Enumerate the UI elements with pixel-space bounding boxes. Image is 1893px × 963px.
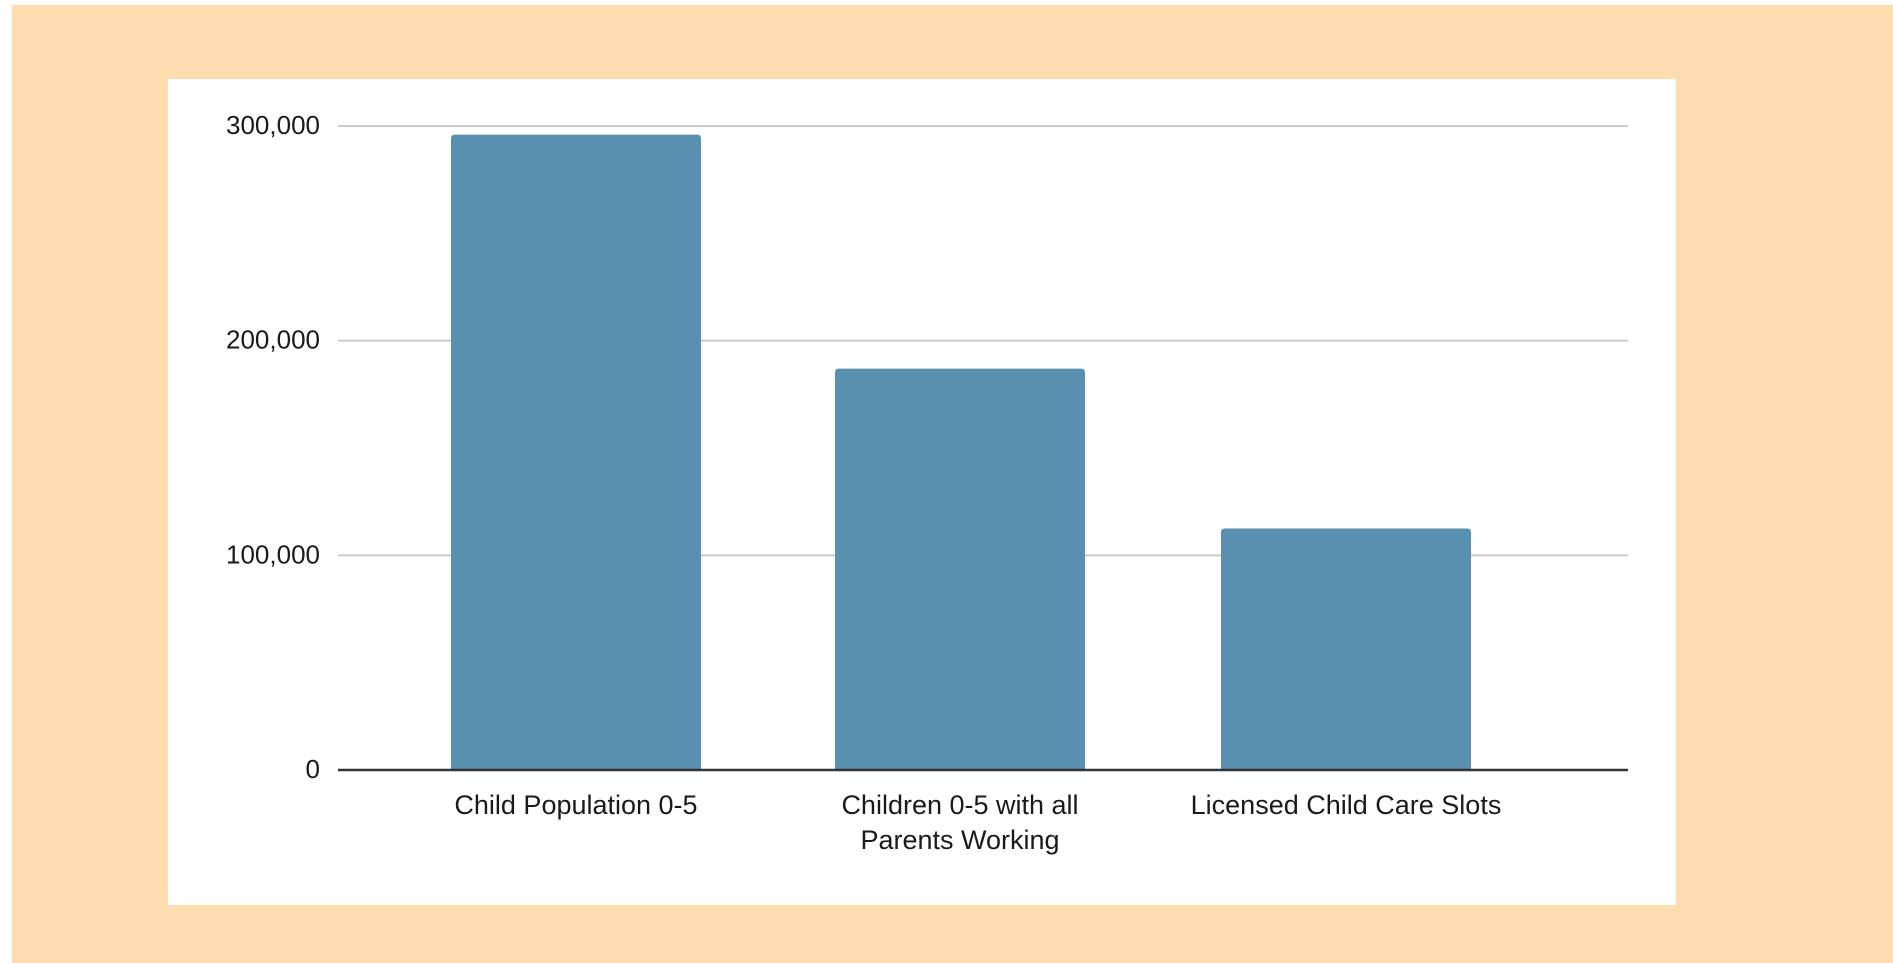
bar-chart: 0 100,000 200,000 300,000 Child Population 0… (226, 110, 1628, 855)
x-tick-label: Child Population 0-5 (454, 790, 697, 820)
x-tick-label: Licensed Child Care Slots (1191, 790, 1502, 820)
y-tick-label: 100,000 (226, 539, 320, 569)
bar (451, 134, 701, 770)
y-tick-label: 0 (306, 754, 320, 784)
bar (1221, 528, 1471, 770)
chart-panel: 0 100,000 200,000 300,000 Child Population 0… (168, 79, 1676, 905)
x-tick-label: Children 0-5 with all (841, 790, 1078, 820)
bar (835, 368, 1085, 770)
x-tick-label: Parents Working (860, 825, 1059, 855)
y-tick-label: 200,000 (226, 325, 320, 355)
y-tick-label: 300,000 (226, 110, 320, 140)
page-background: 0 100,000 200,000 300,000 Child Population 0… (12, 5, 1893, 963)
